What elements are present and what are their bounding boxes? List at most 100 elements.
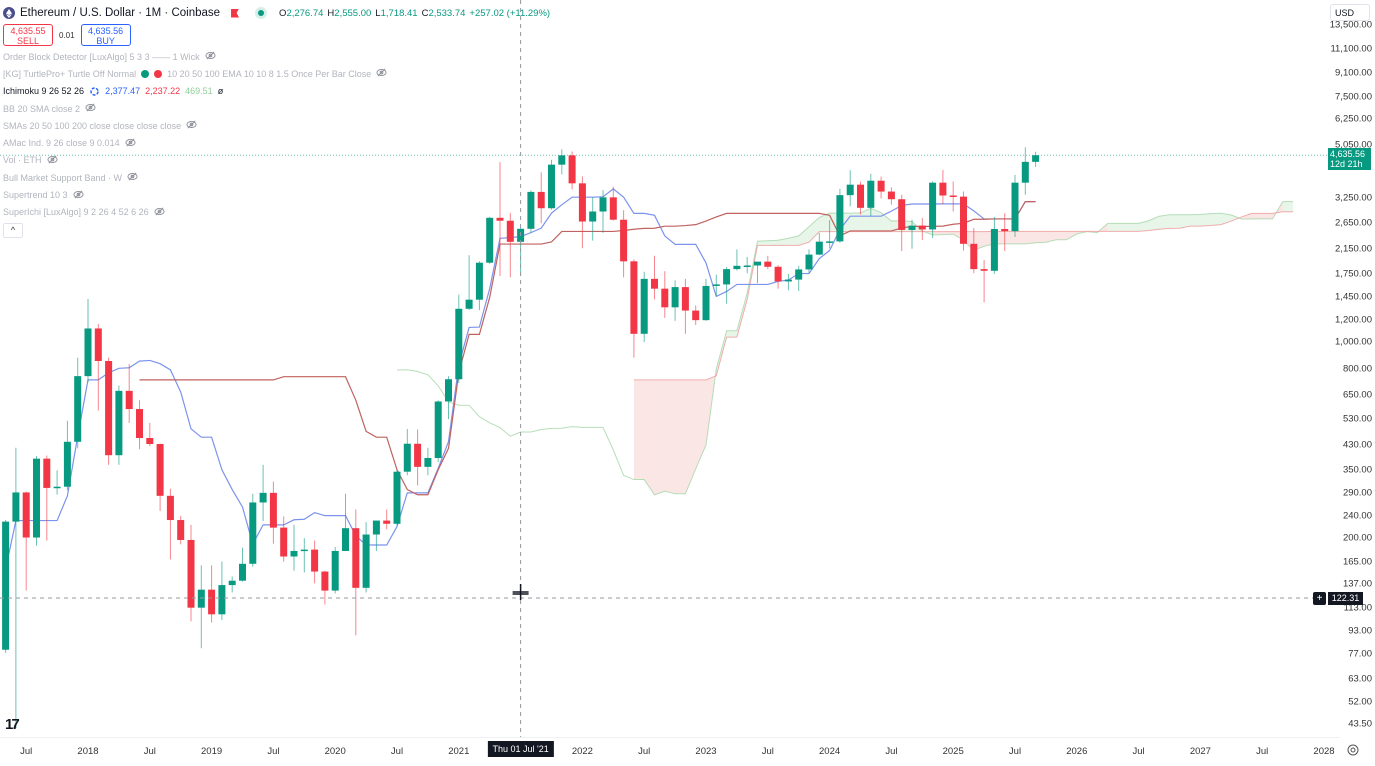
price-chart[interactable] xyxy=(0,0,1328,737)
price-tick-label: 7,500.00 xyxy=(1335,91,1372,103)
price-tick-label: 63.00 xyxy=(1348,673,1372,685)
ichimoku-cloud-segment xyxy=(654,379,665,495)
price-axis[interactable]: 13,500.00 11,100.00 9,100.00 7,500.00 6,250.… xyxy=(1328,0,1375,737)
candle-body xyxy=(630,261,638,334)
loading-icon xyxy=(90,86,99,96)
sell-price: 4,635.55 xyxy=(10,26,46,36)
ichimoku-cloud-segment xyxy=(1004,231,1015,244)
candle-body xyxy=(908,225,916,230)
ichimoku-leading-span-a xyxy=(396,201,1294,496)
indicator-5[interactable]: AMac Ind. 9 26 close 9 0.014 xyxy=(3,134,550,151)
indicator-3[interactable]: BB 20 SMA close 2 xyxy=(3,100,550,117)
candle-body xyxy=(1021,161,1029,183)
ichimoku-cloud-segment xyxy=(809,217,820,243)
close-label: C xyxy=(421,7,429,19)
eye-off-icon[interactable] xyxy=(127,171,138,184)
add-alert-plus-button[interactable]: + xyxy=(1313,591,1326,605)
candle-body xyxy=(486,217,494,263)
indicator-8[interactable]: Supertrend 10 3 xyxy=(3,186,550,203)
settings-icon[interactable] xyxy=(1347,744,1359,756)
ichimoku-value-2: 469.51 xyxy=(185,86,213,97)
candle-body xyxy=(548,164,555,209)
ichimoku-cloud-segment xyxy=(675,379,686,494)
currency-dropdown[interactable]: USD xyxy=(1330,4,1370,21)
price-tick-label: 650.00 xyxy=(1342,389,1372,401)
candle-body xyxy=(723,269,731,285)
candle-body xyxy=(105,360,113,456)
indicator-0[interactable]: Order Block Detector [LuxAlgo] 5 3 3 —— … xyxy=(3,48,550,65)
candle-body xyxy=(300,549,308,552)
time-tick-label: Jul xyxy=(390,746,404,757)
symbol-header: Ethereum / U.S. Dollar · 1M · Coinbase O… xyxy=(3,5,550,21)
time-axis[interactable]: Jul 2018 Jul 2019 Jul 2020 Jul 2021 2022 Jul 2023 J… xyxy=(0,737,1340,766)
buy-price: 4,635.56 xyxy=(88,26,124,36)
tradingview-logo[interactable]: 17 xyxy=(5,716,20,733)
candle-body xyxy=(568,155,576,184)
ichimoku-cloud-segment xyxy=(1179,214,1191,229)
candle-body xyxy=(651,278,658,289)
last-price-value: 4,635.56 xyxy=(1330,149,1366,160)
candle-body xyxy=(805,254,813,270)
price-tick-label: 430.00 xyxy=(1342,439,1372,451)
last-price-badge: 4,635.56 12d 21h xyxy=(1328,148,1371,171)
eye-off-icon[interactable] xyxy=(73,189,84,202)
buy-button[interactable]: 4,635.56 BUY xyxy=(80,24,131,46)
candle-body xyxy=(743,265,751,267)
indicator-4[interactable]: SMAs 20 50 100 200 close close close clo… xyxy=(3,117,550,134)
time-tick-label: 2021 xyxy=(448,746,470,757)
high-value: 2,555.00 xyxy=(334,7,372,19)
price-tick-label: 1,450.00 xyxy=(1335,291,1372,303)
eye-off-icon[interactable] xyxy=(186,119,197,132)
candle-body xyxy=(166,495,174,521)
ichimoku-cloud-segment xyxy=(1210,213,1221,226)
high-label: H xyxy=(327,7,335,19)
chevron-up-icon: ^ xyxy=(10,225,16,236)
time-tick-label: Jul xyxy=(885,746,898,757)
eye-off-icon[interactable] xyxy=(46,154,58,167)
eye-off-icon[interactable] xyxy=(85,102,96,115)
indicator-6[interactable]: Vol · ETH xyxy=(3,152,550,169)
candle-body xyxy=(12,492,20,522)
ichimoku-cloud-segment xyxy=(1169,214,1180,229)
candle-body xyxy=(63,441,71,487)
sell-button[interactable]: 4,635.55 SELL xyxy=(3,24,53,46)
indicator-9[interactable]: SuperIchi [LuxAlgo] 9 2 26 4 52 6 26 xyxy=(3,204,550,221)
candle-body xyxy=(960,196,967,244)
indicator-7[interactable]: Bull Market Support Band · W xyxy=(3,169,550,186)
eye-off-icon[interactable] xyxy=(154,206,165,219)
time-tick-label: 2027 xyxy=(1189,746,1211,757)
flag-icon[interactable] xyxy=(231,8,240,18)
currency-label: USD xyxy=(1335,8,1355,18)
price-tick-label: 137.00 xyxy=(1342,578,1372,590)
trade-buttons: 4,635.55 SELL 0.01 4,635.56 BUY xyxy=(3,24,550,46)
price-tick-label: 1,750.00 xyxy=(1335,268,1372,280)
indicator-1[interactable]: [KG] TurtlePro+ Turtle Off Normal 10 20 5… xyxy=(3,65,550,82)
price-tick-label: 77.00 xyxy=(1348,648,1372,660)
time-tick-label: Jul xyxy=(1008,746,1022,757)
eye-off-icon[interactable] xyxy=(376,67,387,80)
candle-body xyxy=(475,262,483,300)
candle-body xyxy=(115,390,123,456)
ichimoku-cloud-segment xyxy=(798,226,809,246)
price-tick-label: 2,150.00 xyxy=(1335,243,1372,255)
candle-body xyxy=(826,241,834,243)
candle-body xyxy=(918,225,926,230)
price-tick-label: 1,000.00 xyxy=(1335,336,1372,348)
ichimoku-cloud-segment xyxy=(1159,214,1170,230)
indicator-name: SMAs 20 50 100 200 close close close clo… xyxy=(3,120,182,131)
candle-body xyxy=(815,241,823,255)
symbol-title[interactable]: Ethereum / U.S. Dollar · 1M · Coinbase xyxy=(20,7,221,19)
indicator-2[interactable]: Ichimoku 9 26 52 26 2,377.47 2,237.22 469.5… xyxy=(3,83,550,100)
eye-off-icon[interactable] xyxy=(205,50,216,63)
candle-body xyxy=(218,585,226,615)
time-tick-label: 2024 xyxy=(819,746,841,757)
candle-body xyxy=(445,379,452,402)
ichimoku-cloud-segment xyxy=(1015,231,1026,244)
candle-body xyxy=(74,376,82,442)
eye-off-icon[interactable] xyxy=(125,137,136,150)
candle-body xyxy=(372,520,380,535)
collapse-legend-button[interactable]: ^ xyxy=(3,222,23,238)
candle-body xyxy=(620,219,628,262)
price-tick-label: 93.00 xyxy=(1348,625,1372,637)
indicator-name: Ichimoku 9 26 52 26 xyxy=(3,86,85,97)
